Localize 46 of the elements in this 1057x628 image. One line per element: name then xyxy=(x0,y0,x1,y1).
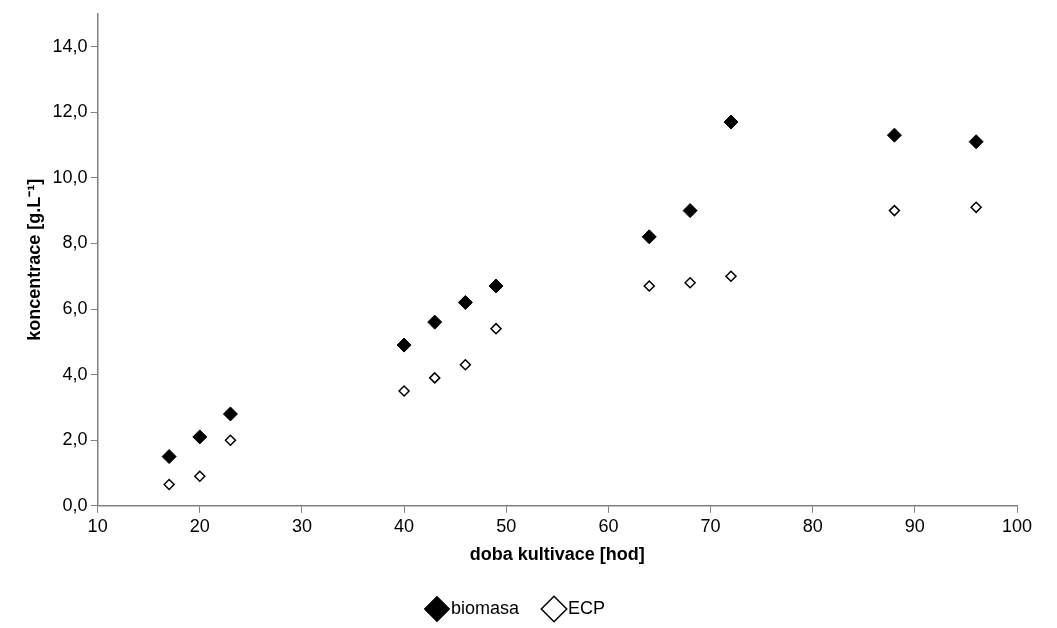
x-tick-label: 60 xyxy=(598,515,619,536)
x-tick-label: 30 xyxy=(291,515,312,536)
x-tick-label: 80 xyxy=(802,515,823,536)
point xyxy=(488,278,504,294)
legend-label: ECP xyxy=(568,597,606,618)
x-tick-label: 50 xyxy=(496,515,517,536)
y-axis-title: koncentrace [g.L⁻¹] xyxy=(23,178,44,341)
legend-label: biomasa xyxy=(450,597,520,618)
y-tick-label: 10,0 xyxy=(52,166,88,187)
point xyxy=(398,385,410,397)
y-tick-label: 0,0 xyxy=(62,494,88,515)
x-tick-label: 70 xyxy=(700,515,721,536)
point xyxy=(643,280,655,292)
x-tick-label: 10 xyxy=(87,515,108,536)
point xyxy=(161,449,177,465)
y-tick-label: 2,0 xyxy=(62,429,88,450)
y-tick-label: 6,0 xyxy=(62,297,88,318)
point xyxy=(490,322,502,335)
point xyxy=(427,314,443,330)
point xyxy=(428,372,441,384)
x-tick-label: 20 xyxy=(189,515,210,536)
y-tick-label: 8,0 xyxy=(62,232,88,253)
x-tick-label: 90 xyxy=(904,515,925,536)
point xyxy=(457,294,473,310)
point xyxy=(396,337,412,353)
point xyxy=(684,277,696,289)
point xyxy=(682,203,698,219)
x-tick-label: 40 xyxy=(394,515,415,536)
point xyxy=(641,229,657,245)
point xyxy=(968,134,984,150)
point xyxy=(886,127,902,143)
y-tick-label: 12,0 xyxy=(52,101,88,122)
x-tick-label: 100 xyxy=(1001,515,1033,536)
point xyxy=(163,478,175,491)
y-tick-label: 4,0 xyxy=(62,363,88,384)
y-tick-label: 14,0 xyxy=(52,35,88,56)
point xyxy=(459,359,472,371)
point xyxy=(888,204,901,217)
point xyxy=(194,470,206,483)
point xyxy=(725,270,737,282)
point xyxy=(970,201,982,214)
point xyxy=(192,429,208,445)
x-axis-title: doba kultivace [hod] xyxy=(469,544,645,565)
point xyxy=(723,114,739,130)
point xyxy=(224,434,237,446)
point xyxy=(222,406,238,422)
